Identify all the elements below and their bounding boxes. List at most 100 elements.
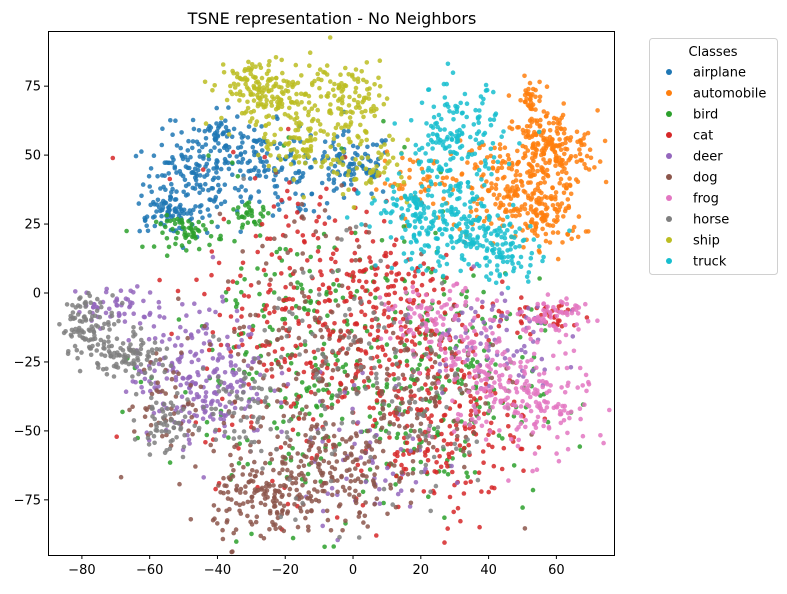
point-truck [458,268,464,274]
point-bird [411,377,416,383]
point-airplane [189,216,194,221]
point-dog [218,490,223,495]
point-horse [102,346,107,351]
point-bird [324,289,330,295]
point-frog [460,288,466,294]
point-cat [434,470,439,475]
point-airplane [373,160,379,166]
point-horse [221,386,226,392]
point-dog [327,470,333,476]
point-horse [200,366,206,371]
point-deer [174,405,180,410]
point-horse [316,376,322,381]
point-deer [228,353,233,359]
point-deer [180,302,185,307]
point-airplane [145,228,151,234]
point-airplane [149,189,154,195]
point-dog [366,230,372,235]
point-airplane [195,167,201,173]
point-airplane [207,197,212,202]
point-cat [269,374,275,379]
point-airplane [147,184,152,189]
point-frog [399,327,404,332]
point-ship [341,149,346,154]
point-airplane [219,122,224,127]
point-dog [193,407,198,413]
point-ship [291,177,297,182]
point-dog [250,479,256,484]
point-truck [451,110,456,115]
point-deer [390,471,396,477]
point-dog [358,339,364,345]
point-deer [257,372,263,378]
point-automobile [541,151,547,157]
point-deer [499,291,505,296]
point-cat [367,405,373,411]
point-automobile [457,227,463,232]
point-airplane [270,213,276,218]
point-automobile [543,217,548,223]
point-bird [318,479,324,484]
point-deer [141,314,147,320]
point-cat [285,188,290,194]
point-horse [241,429,247,434]
point-cat [330,329,336,335]
point-automobile [546,120,552,126]
point-automobile [571,224,577,230]
point-bird [230,160,235,165]
point-horse [343,312,348,318]
point-horse [409,373,415,379]
point-truck [459,156,465,161]
point-automobile [529,103,534,108]
point-horse [255,419,260,425]
point-truck [434,250,440,256]
point-ship [264,98,270,103]
point-cat [492,391,498,396]
point-frog [440,322,446,328]
point-cat [455,505,461,511]
point-truck [447,109,452,114]
point-frog [461,337,466,343]
point-ship [306,93,312,99]
point-ship [265,82,270,88]
point-bird [537,276,542,281]
point-automobile [537,200,542,205]
point-dog [294,487,300,493]
point-ship [342,82,348,88]
point-automobile [530,92,535,97]
point-frog [500,351,505,357]
point-dog [210,517,216,523]
point-horse [167,446,173,452]
point-deer [156,384,161,389]
point-automobile [534,221,539,226]
point-deer [131,311,136,317]
point-deer [542,367,547,373]
point-ship [346,168,352,174]
point-cat [391,372,396,377]
point-dog [171,370,176,375]
point-horse [163,419,168,425]
point-frog [556,458,562,464]
point-cat [423,453,428,458]
point-airplane [200,144,205,150]
point-automobile [569,236,574,242]
point-automobile [495,196,500,201]
point-ship [293,111,299,116]
point-bird [394,435,400,441]
point-dog [285,511,290,516]
point-bird [272,420,277,425]
point-horse [87,293,93,299]
point-truck [429,168,435,174]
point-bird [402,144,407,150]
point-automobile [537,124,543,129]
point-truck [480,244,486,249]
point-deer [480,299,485,305]
point-dog [274,509,280,515]
point-frog [447,297,452,302]
point-automobile [517,212,522,218]
point-horse [130,374,135,379]
point-automobile [427,174,432,180]
point-frog [559,385,564,390]
point-truck [471,122,477,127]
point-cat [395,335,401,340]
